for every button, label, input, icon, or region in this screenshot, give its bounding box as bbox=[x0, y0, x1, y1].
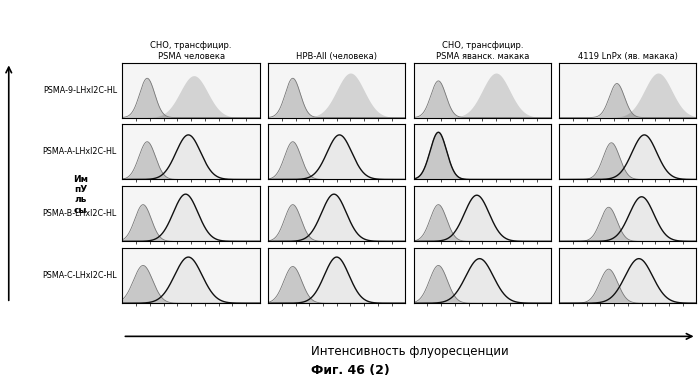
Text: PSMA-9-LHxI2C-HL: PSMA-9-LHxI2C-HL bbox=[43, 86, 117, 94]
Text: CHO, трансфицир.
PSMA человека: CHO, трансфицир. PSMA человека bbox=[150, 41, 232, 61]
Text: 4119 LnPx (яв. макака): 4119 LnPx (яв. макака) bbox=[578, 52, 678, 61]
Text: Фиг. 46 (2): Фиг. 46 (2) bbox=[311, 364, 389, 377]
Text: CHO, трансфицир.
PSMA яванск. макака: CHO, трансфицир. PSMA яванск. макака bbox=[435, 41, 529, 61]
Text: PSMA-B-LHxI2C-HL: PSMA-B-LHxI2C-HL bbox=[43, 209, 117, 218]
Text: PSMA-C-LHxI2C-HL: PSMA-C-LHxI2C-HL bbox=[42, 271, 117, 280]
Text: Им
пУ
ль
сы: Им пУ ль сы bbox=[73, 175, 88, 215]
Text: Интенсивность флуоресценции: Интенсивность флуоресценции bbox=[311, 345, 508, 358]
Text: PSMA-A-LHxI2C-HL: PSMA-A-LHxI2C-HL bbox=[43, 147, 117, 157]
Text: HPB-All (человека): HPB-All (человека) bbox=[296, 52, 377, 61]
